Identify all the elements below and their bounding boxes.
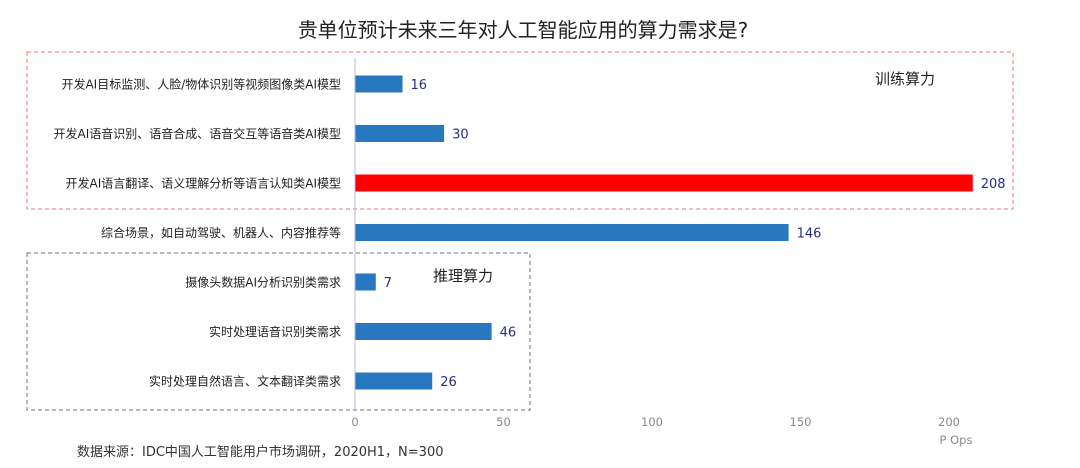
x-tick-label: 0 [351,415,358,429]
category-label: 摄像头数据AI分析识别类需求 [185,275,341,290]
x-tick-label: 200 [938,415,960,429]
bar-value-label: 7 [384,276,392,291]
bar-highlight [355,174,973,192]
chart-title: 贵单位预计未来三年对人工智能应用的算力需求是? [298,18,749,42]
bar-value-label: 16 [411,78,428,93]
x-axis-unit-label: P Ops [940,433,973,447]
inference-compute-box [26,252,531,411]
bar-value-label: 208 [981,177,1006,192]
data-source-note: 数据来源：IDC中国人工智能用户市场调研，2020H1，N=300 [77,444,443,460]
bar [355,224,789,241]
training-compute-label: 训练算力 [875,70,935,88]
category-label: 开发AI语音识别、语音合成、语音交互等语音类AI模型 [54,126,342,141]
bar [355,75,403,93]
bar-value-label: 30 [452,128,469,143]
inference-compute-label: 推理算力 [433,267,493,285]
category-label: 综合场景，如自动驾驶、机器人、内容推荐等 [101,225,341,240]
category-label: 实时处理语音识别类需求 [209,324,341,339]
category-label: 开发AI目标监测、人脸/物体识别等视频图像类AI模型 [61,77,341,92]
bar-value-label: 46 [500,326,517,341]
bar [355,323,492,340]
x-tick-label: 100 [641,415,663,429]
bar [355,372,433,390]
category-label: 开发AI语言翻译、语义理解分析等语言认知类AI模型 [66,176,342,191]
bars-layer: 开发AI目标监测、人脸/物体识别等视频图像类AI模型 16 开发AI语音识别、语音合… [54,75,1006,390]
x-axis-ticks: 0 50 100 150 200 [351,415,960,429]
category-label: 实时处理自然语言、文本翻译类需求 [149,374,341,389]
x-tick-label: 50 [496,415,511,429]
bar-value-label: 146 [797,227,822,242]
bar [355,125,445,142]
bar-value-label: 26 [440,375,457,390]
x-tick-label: 150 [790,415,812,429]
training-compute-box [26,51,1014,210]
bar [355,273,376,291]
